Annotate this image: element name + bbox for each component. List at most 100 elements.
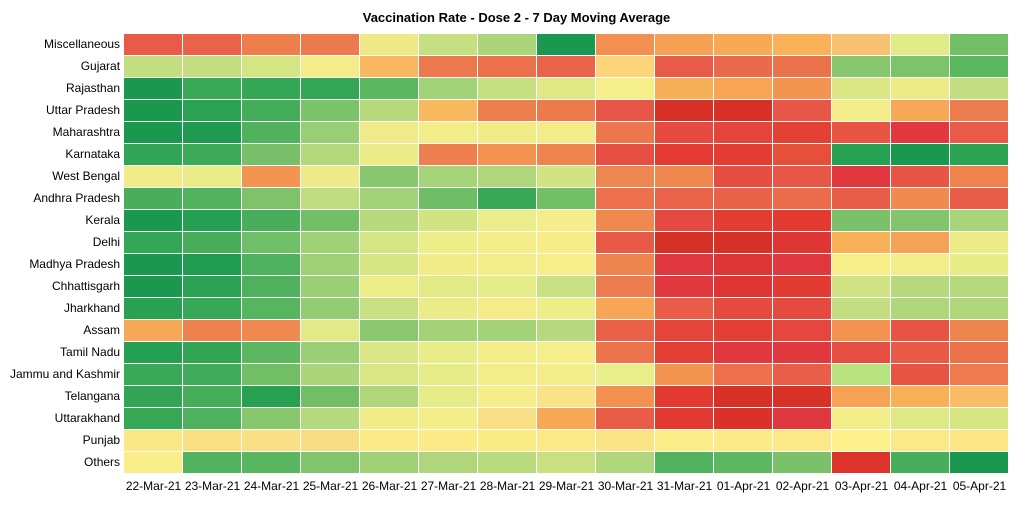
heatmap-cell	[124, 165, 183, 187]
x-axis-label: 24-Mar-21	[242, 479, 301, 493]
heatmap-cell	[537, 121, 596, 143]
heatmap-cell	[596, 33, 655, 55]
heatmap-cell	[419, 77, 478, 99]
heatmap-cell	[242, 341, 301, 363]
heatmap-cell	[301, 429, 360, 451]
heatmap-cell	[301, 165, 360, 187]
heatmap-cell	[537, 55, 596, 77]
x-axis-label: 25-Mar-21	[301, 479, 360, 493]
heatmap-cell	[537, 77, 596, 99]
heatmap-cell	[596, 341, 655, 363]
heatmap-cell	[183, 275, 242, 297]
heatmap-cell	[832, 363, 891, 385]
heatmap-cell	[242, 77, 301, 99]
heatmap-cell	[832, 187, 891, 209]
heatmap-cell	[655, 55, 714, 77]
heatmap-cell	[891, 99, 950, 121]
heatmap-cell	[124, 33, 183, 55]
heatmap-cell	[301, 253, 360, 275]
heatmap-cell	[891, 77, 950, 99]
heatmap-cell	[655, 275, 714, 297]
heatmap-cell	[773, 99, 832, 121]
heatmap-cell	[419, 33, 478, 55]
heatmap-cell	[596, 275, 655, 297]
heatmap-cell	[773, 55, 832, 77]
y-axis-label: Gujarat	[10, 55, 120, 77]
heatmap-cell	[242, 297, 301, 319]
heatmap-cell	[360, 275, 419, 297]
heatmap-cell	[832, 297, 891, 319]
heatmap-cell	[832, 99, 891, 121]
y-axis-label: Others	[10, 451, 120, 473]
heatmap-cell	[301, 209, 360, 231]
y-axis-label: Punjab	[10, 429, 120, 451]
heatmap-cell	[360, 55, 419, 77]
heatmap-cell	[714, 209, 773, 231]
heatmap-cell	[773, 407, 832, 429]
heatmap-cell	[596, 99, 655, 121]
heatmap-cell	[183, 187, 242, 209]
heatmap-cell	[183, 99, 242, 121]
x-axis-label: 28-Mar-21	[478, 479, 537, 493]
heatmap-cell	[714, 253, 773, 275]
heatmap-cell	[124, 77, 183, 99]
heatmap-cell	[773, 209, 832, 231]
heatmap-cell	[478, 451, 537, 473]
heatmap-cell	[478, 429, 537, 451]
heatmap-cell	[360, 187, 419, 209]
heatmap-cell	[891, 363, 950, 385]
heatmap-cell	[832, 407, 891, 429]
heatmap-cell	[596, 451, 655, 473]
heatmap-cell	[360, 319, 419, 341]
heatmap-cell	[891, 143, 950, 165]
heatmap-cell	[832, 451, 891, 473]
heatmap-cell	[537, 253, 596, 275]
heatmap-cell	[950, 121, 1009, 143]
heatmap-cell	[950, 209, 1009, 231]
heatmap-row	[124, 77, 1009, 99]
heatmap-cell	[655, 165, 714, 187]
heatmap-cell	[242, 253, 301, 275]
heatmap-cell	[950, 385, 1009, 407]
heatmap-cell	[242, 429, 301, 451]
heatmap-row	[124, 297, 1009, 319]
heatmap-cell	[891, 121, 950, 143]
heatmap-cell	[242, 407, 301, 429]
heatmap-cell	[124, 121, 183, 143]
heatmap-cell	[301, 77, 360, 99]
heatmap-cell	[360, 407, 419, 429]
heatmap-cell	[124, 275, 183, 297]
heatmap-cell	[596, 143, 655, 165]
x-axis-label: 27-Mar-21	[419, 479, 478, 493]
heatmap-cell	[360, 341, 419, 363]
y-axis-label: Chhattisgarh	[10, 275, 120, 297]
y-axis-label: Delhi	[10, 231, 120, 253]
heatmap-cell	[950, 341, 1009, 363]
heatmap-cell	[478, 143, 537, 165]
heatmap-cell	[242, 385, 301, 407]
heatmap-cell	[832, 275, 891, 297]
heatmap-cell	[183, 55, 242, 77]
heatmap-cell	[419, 253, 478, 275]
heatmap-cell	[773, 143, 832, 165]
heatmap-cell	[360, 297, 419, 319]
heatmap-cell	[301, 275, 360, 297]
heatmap-cell	[478, 55, 537, 77]
heatmap-cell	[655, 99, 714, 121]
y-axis-label: Assam	[10, 319, 120, 341]
heatmap-cell	[242, 319, 301, 341]
heatmap-cell	[183, 319, 242, 341]
heatmap-cell	[183, 297, 242, 319]
heatmap-cell	[596, 429, 655, 451]
heatmap-cell	[419, 231, 478, 253]
heatmap-cell	[891, 297, 950, 319]
heatmap-cell	[773, 297, 832, 319]
heatmap-cell	[360, 33, 419, 55]
heatmap-cell	[950, 33, 1009, 55]
heatmap-cell	[360, 209, 419, 231]
heatmap-cell	[891, 275, 950, 297]
heatmap-cell	[832, 33, 891, 55]
heatmap-cell	[714, 187, 773, 209]
heatmap-cell	[655, 297, 714, 319]
heatmap-cell	[537, 319, 596, 341]
